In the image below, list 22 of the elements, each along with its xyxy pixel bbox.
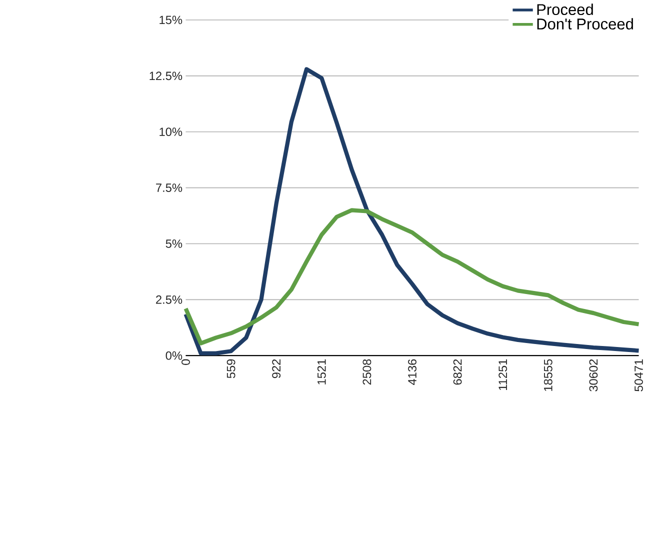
x-tick-label: 0 — [182, 359, 190, 365]
x-tick-label: 6822 — [453, 359, 462, 384]
x-tick-label: 11251 — [498, 359, 508, 390]
legend-label: Don't Proceed — [537, 18, 633, 30]
line-series — [184, 66, 641, 356]
y-tick-label: 12.5% — [150, 72, 182, 80]
y-tick-label: 0% — [166, 351, 182, 360]
y-tick-label: 10% — [160, 127, 182, 136]
x-tick-label: 2508 — [362, 359, 372, 384]
y-tick-label: 5% — [166, 239, 182, 248]
x-tick-label: 50471 — [634, 359, 643, 392]
x-tick-label: 30602 — [589, 359, 598, 392]
y-tick-label: 7.5% — [156, 183, 182, 192]
x-tick-label: 4136 — [408, 359, 416, 385]
x-tick-label: 18555 — [544, 359, 552, 391]
y-tick-label: 15% — [160, 16, 182, 24]
legend-label: Proceed — [537, 4, 593, 15]
line-series — [184, 208, 641, 346]
x-tick-label: 1521 — [317, 359, 326, 384]
x-tick-label: 922 — [272, 359, 281, 378]
x-tick-label: 559 — [226, 359, 236, 378]
y-tick-label: 2.5% — [156, 295, 182, 304]
